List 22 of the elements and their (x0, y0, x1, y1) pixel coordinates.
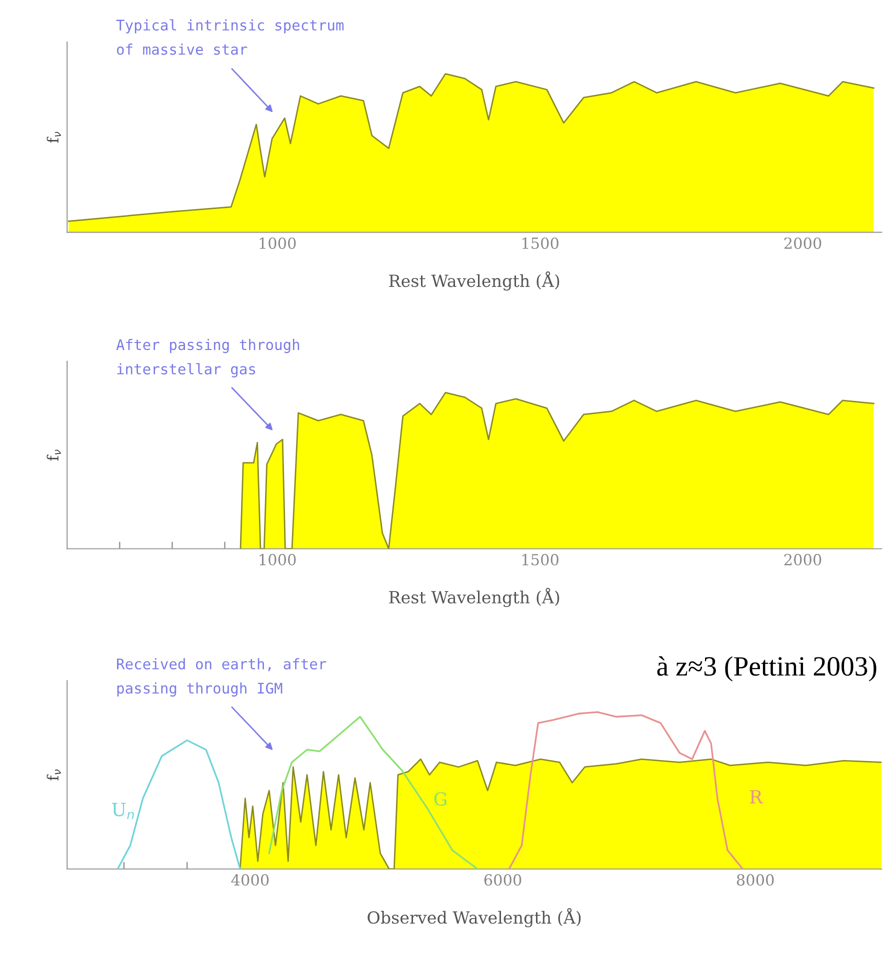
text: à z≈3 (Pettini 2003) (657, 656, 876, 682)
x-tick-label: 4000 (231, 874, 269, 886)
x-tick-label: 1000 (260, 554, 296, 566)
x-tick-label: 6000 (484, 874, 522, 886)
series-label: U$_{n}$ (112, 802, 134, 820)
x-tick-label: 1000 (260, 237, 296, 249)
y-axis-title: f$_{ν}$ (46, 132, 61, 143)
x-tick-label: 1500 (522, 554, 558, 566)
x-tick-label: 8000 (736, 874, 774, 886)
x-tick-label: 2000 (784, 554, 822, 566)
text: Received on earth, after passing through IGM (117, 658, 326, 697)
x-axis-title: Rest Wavelength (Å) (389, 588, 560, 608)
text: After passing through interstellar gas (116, 338, 300, 378)
x-axis-title: Rest Wavelength (Å) (389, 271, 560, 291)
y-axis-title: f$_{ν}$ (46, 769, 61, 780)
x-axis-title: Observed Wavelength (Å) (368, 908, 581, 928)
x-tick-label: 1500 (522, 237, 558, 249)
series-label: R (750, 790, 764, 804)
y-axis-title: f$_{ν}$ (46, 450, 61, 461)
series-label: G (434, 792, 446, 806)
x-tick-label: 2000 (784, 237, 822, 249)
text: Typical intrinsic spectrum of massive star (116, 19, 344, 55)
